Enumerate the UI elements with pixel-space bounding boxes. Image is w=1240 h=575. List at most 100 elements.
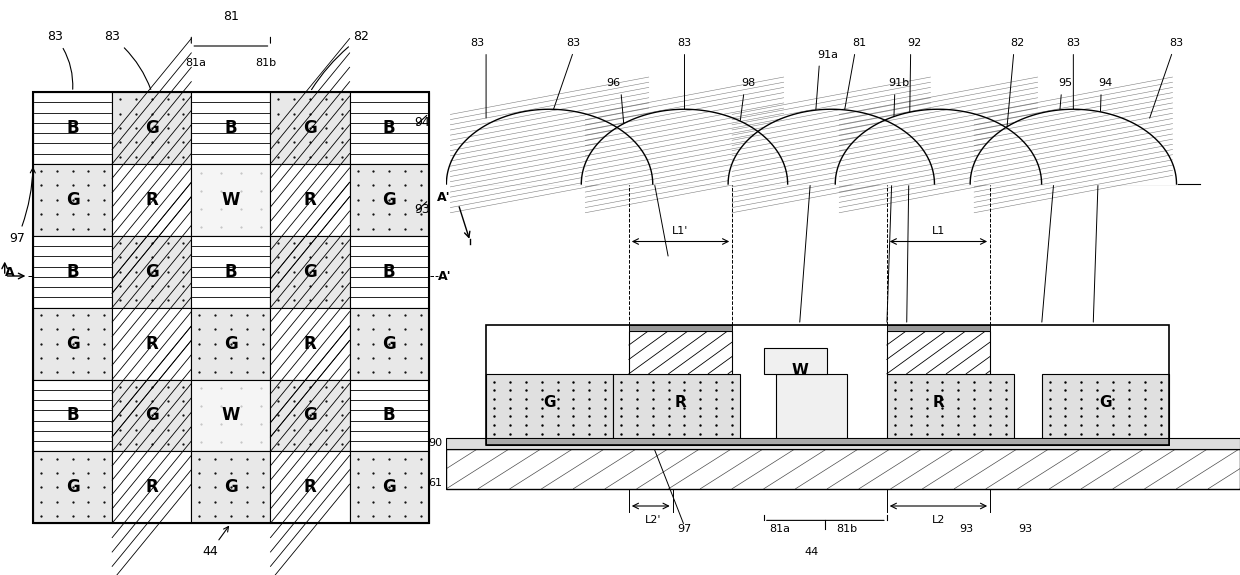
Bar xyxy=(776,374,847,438)
Bar xyxy=(191,92,270,164)
Text: R: R xyxy=(675,395,687,410)
Bar xyxy=(112,451,191,523)
Text: 94: 94 xyxy=(414,117,430,129)
Text: 82: 82 xyxy=(311,30,370,90)
Bar xyxy=(629,331,732,374)
Bar xyxy=(486,438,1168,445)
Text: R: R xyxy=(932,395,945,410)
Text: 83: 83 xyxy=(47,30,73,89)
Bar xyxy=(270,380,350,451)
Bar xyxy=(33,380,112,451)
Bar xyxy=(191,380,270,451)
Bar xyxy=(112,92,191,164)
Text: L1': L1' xyxy=(672,226,688,236)
Bar xyxy=(486,325,1168,445)
Bar xyxy=(112,236,191,308)
Text: B: B xyxy=(66,263,79,281)
Bar xyxy=(33,92,112,164)
Text: W: W xyxy=(791,363,808,378)
Text: L1: L1 xyxy=(931,226,945,236)
Bar xyxy=(350,92,429,164)
Text: G: G xyxy=(1099,395,1111,410)
Text: 92: 92 xyxy=(908,38,921,48)
Bar xyxy=(33,236,112,308)
Text: R: R xyxy=(304,191,316,209)
Text: 61: 61 xyxy=(429,478,443,488)
Text: 81b: 81b xyxy=(837,524,858,534)
Text: 83: 83 xyxy=(1066,38,1080,48)
Text: 96: 96 xyxy=(606,78,620,88)
Text: G: G xyxy=(382,478,396,496)
Bar xyxy=(629,325,732,331)
Text: G: G xyxy=(66,191,79,209)
Bar xyxy=(270,308,350,380)
Text: G: G xyxy=(382,191,396,209)
Bar xyxy=(270,236,350,308)
Text: 97: 97 xyxy=(10,168,35,244)
Text: 94: 94 xyxy=(1097,78,1112,88)
Bar xyxy=(270,92,350,164)
Text: B: B xyxy=(224,119,237,137)
Text: 95: 95 xyxy=(1059,78,1073,88)
Bar xyxy=(112,380,191,451)
Bar xyxy=(764,348,827,374)
Text: 44: 44 xyxy=(202,527,228,558)
Bar xyxy=(446,448,1240,489)
Text: L2': L2' xyxy=(645,515,661,524)
Bar xyxy=(33,92,429,523)
Bar xyxy=(191,236,270,308)
Text: A: A xyxy=(5,266,15,279)
Text: B: B xyxy=(383,407,396,424)
Text: 83: 83 xyxy=(104,30,151,89)
Bar xyxy=(33,451,112,523)
Bar xyxy=(350,380,429,451)
Bar xyxy=(446,438,1240,449)
Bar xyxy=(887,331,990,374)
Bar xyxy=(33,164,112,236)
Bar xyxy=(350,164,429,236)
Text: 82: 82 xyxy=(1011,38,1025,48)
Text: A': A' xyxy=(438,270,451,282)
Text: 81a: 81a xyxy=(186,58,207,68)
Text: G: G xyxy=(303,263,317,281)
Text: R: R xyxy=(304,335,316,352)
Bar xyxy=(270,451,350,523)
Text: 97: 97 xyxy=(677,524,692,534)
Bar xyxy=(112,308,191,380)
Text: B: B xyxy=(66,119,79,137)
Text: 81a: 81a xyxy=(769,524,790,534)
Text: B: B xyxy=(66,407,79,424)
Bar xyxy=(350,451,429,523)
Text: 90: 90 xyxy=(428,438,443,449)
Text: 81: 81 xyxy=(223,10,239,23)
Bar xyxy=(270,164,350,236)
Text: G: G xyxy=(543,395,556,410)
Text: R: R xyxy=(145,191,159,209)
Text: W: W xyxy=(222,407,241,424)
Text: G: G xyxy=(66,478,79,496)
Text: 91b: 91b xyxy=(888,78,909,88)
Text: G: G xyxy=(382,335,396,352)
Text: 93: 93 xyxy=(414,203,430,216)
Text: G: G xyxy=(145,263,159,281)
Bar xyxy=(1042,374,1168,438)
Text: 98: 98 xyxy=(740,78,755,88)
Bar xyxy=(191,451,270,523)
Text: 81: 81 xyxy=(852,38,866,48)
Text: 83: 83 xyxy=(470,38,485,48)
Text: 91a: 91a xyxy=(817,49,838,59)
Text: G: G xyxy=(224,478,238,496)
Bar xyxy=(613,374,740,438)
Text: R: R xyxy=(145,478,159,496)
Text: B: B xyxy=(383,263,396,281)
Text: G: G xyxy=(66,335,79,352)
Bar xyxy=(191,164,270,236)
Text: W: W xyxy=(222,191,241,209)
Bar xyxy=(350,236,429,308)
Text: 83: 83 xyxy=(1169,38,1183,48)
Text: G: G xyxy=(303,407,317,424)
Text: R: R xyxy=(145,335,159,352)
Text: 83: 83 xyxy=(677,38,692,48)
Bar xyxy=(887,325,990,331)
Bar xyxy=(887,374,1014,438)
